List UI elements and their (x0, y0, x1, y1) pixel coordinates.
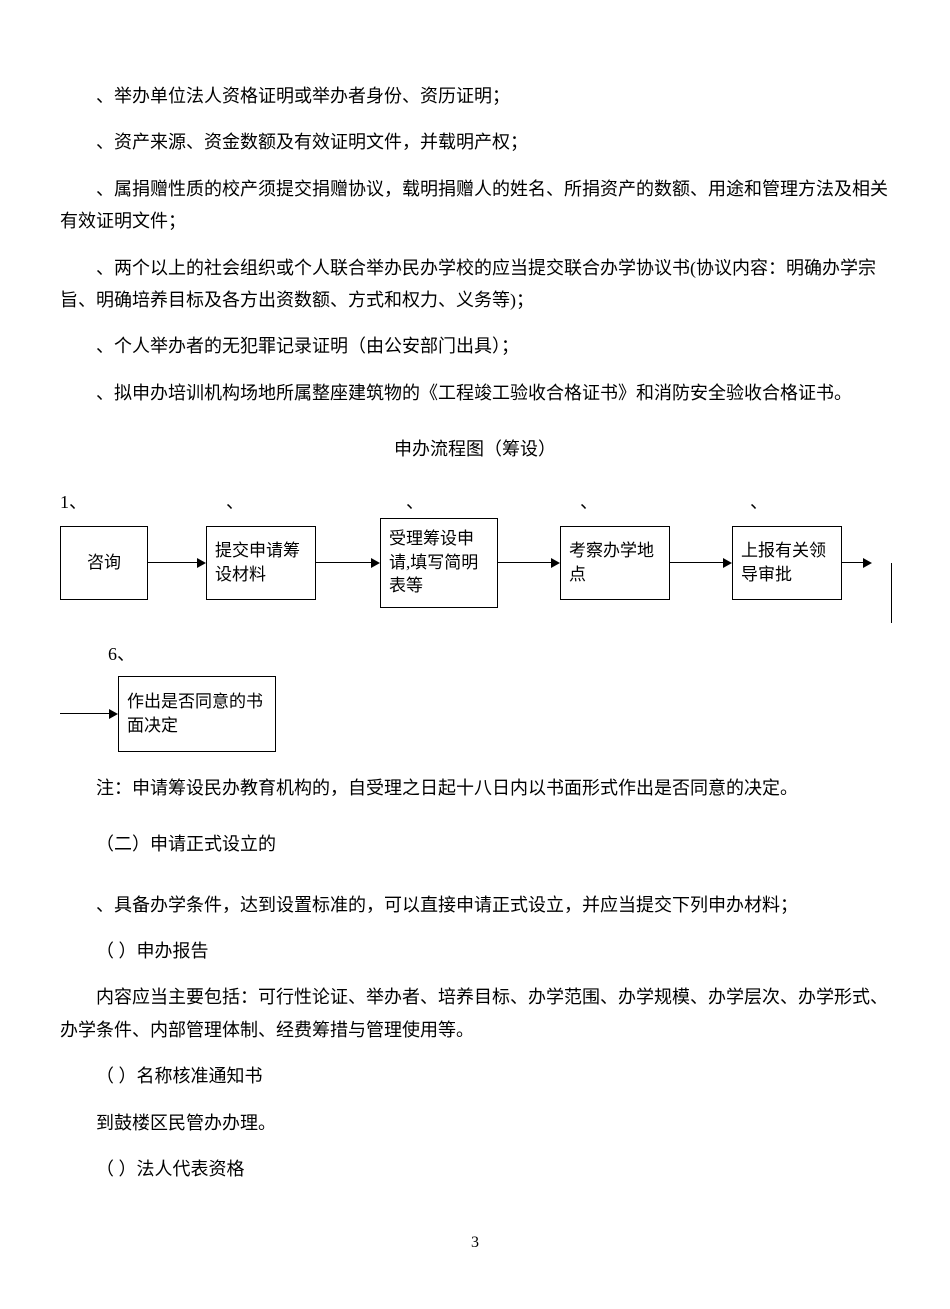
flowchart-row-1: 咨询 提交申请筹设材料 受理筹设申请,填写简明表等 考察办学地点 上报有关领导审… (60, 518, 890, 608)
fc-box-5: 上报有关领导审批 (732, 526, 842, 600)
flowchart-row2-wrapper: 6、 作出是否同意的书面决定 (60, 638, 890, 752)
fc-label-2: 、 (226, 486, 244, 518)
fc-box-1: 咨询 (60, 526, 148, 600)
fc-arrow-4 (670, 562, 732, 564)
section2-p1: 、具备办学条件，达到设置标准的，可以直接申请正式设立，并应当提交下列申办材料； (60, 889, 890, 921)
flowchart-labels-row: 1、 、 、 、 、 (60, 486, 890, 510)
paragraph-6: 、拟申办培训机构场地所属整座建筑物的《工程竣工验收合格证书》和消防安全验收合格证… (60, 377, 890, 409)
fc-box-4: 考察办学地点 (560, 526, 670, 600)
flowchart-note: 注：申请筹设民办教育机构的，自受理之日起十八日内以书面形式作出是否同意的决定。 (60, 772, 890, 804)
flowchart: 1、 、 、 、 、 咨询 提交申请筹设材料 受理筹设申请,填写简明表等 考察办… (60, 486, 890, 752)
section-2-heading: （二）申请正式设立的 (60, 828, 890, 860)
fc-box-2: 提交申请筹设材料 (206, 526, 316, 600)
section2-p5: 到鼓楼区民管办办理。 (60, 1107, 890, 1139)
fc-arrow-5 (842, 562, 872, 564)
fc-label-4: 、 (580, 486, 598, 518)
section2-p6: （ ）法人代表资格 (60, 1153, 890, 1185)
section2-p2: （ ）申办报告 (60, 935, 890, 967)
paragraph-4: 、两个以上的社会组织或个人联合举办民办学校的应当提交联合办学协议书(协议内容：明… (60, 252, 890, 317)
fc-box-6: 作出是否同意的书面决定 (118, 676, 276, 752)
fc-label-5: 、 (750, 486, 768, 518)
fc-label-3: 、 (406, 486, 424, 518)
flowchart-title: 申办流程图（筹设） (60, 433, 890, 465)
fc-arrow-3 (498, 562, 560, 564)
fc-arrow-1 (148, 562, 206, 564)
section2-p3: 内容应当主要包括：可行性论证、举办者、培养目标、办学范围、办学规模、办学层次、办… (60, 981, 890, 1046)
paragraph-1: 、举办单位法人资格证明或举办者身份、资历证明； (60, 80, 890, 112)
fc-vline-trailing (891, 563, 893, 623)
fc-label-6: 6、 (108, 638, 890, 670)
paragraph-2: 、资产来源、资金数额及有效证明文件，并载明产权； (60, 126, 890, 158)
paragraph-5: 、个人举办者的无犯罪记录证明（由公安部门出具）； (60, 330, 890, 362)
fc-arrow-2 (316, 562, 380, 564)
page-number: 3 (60, 1229, 890, 1258)
section2-p4: （ ）名称核准通知书 (60, 1060, 890, 1092)
flowchart-row-2: 作出是否同意的书面决定 (60, 676, 890, 752)
fc-box-3: 受理筹设申请,填写简明表等 (380, 518, 498, 608)
paragraph-3: 、属捐赠性质的校产须提交捐赠协议，载明捐赠人的姓名、所捐资产的数额、用途和管理方… (60, 173, 890, 238)
fc-label-1: 1、 (60, 486, 87, 518)
fc-arrow-6 (60, 713, 118, 715)
